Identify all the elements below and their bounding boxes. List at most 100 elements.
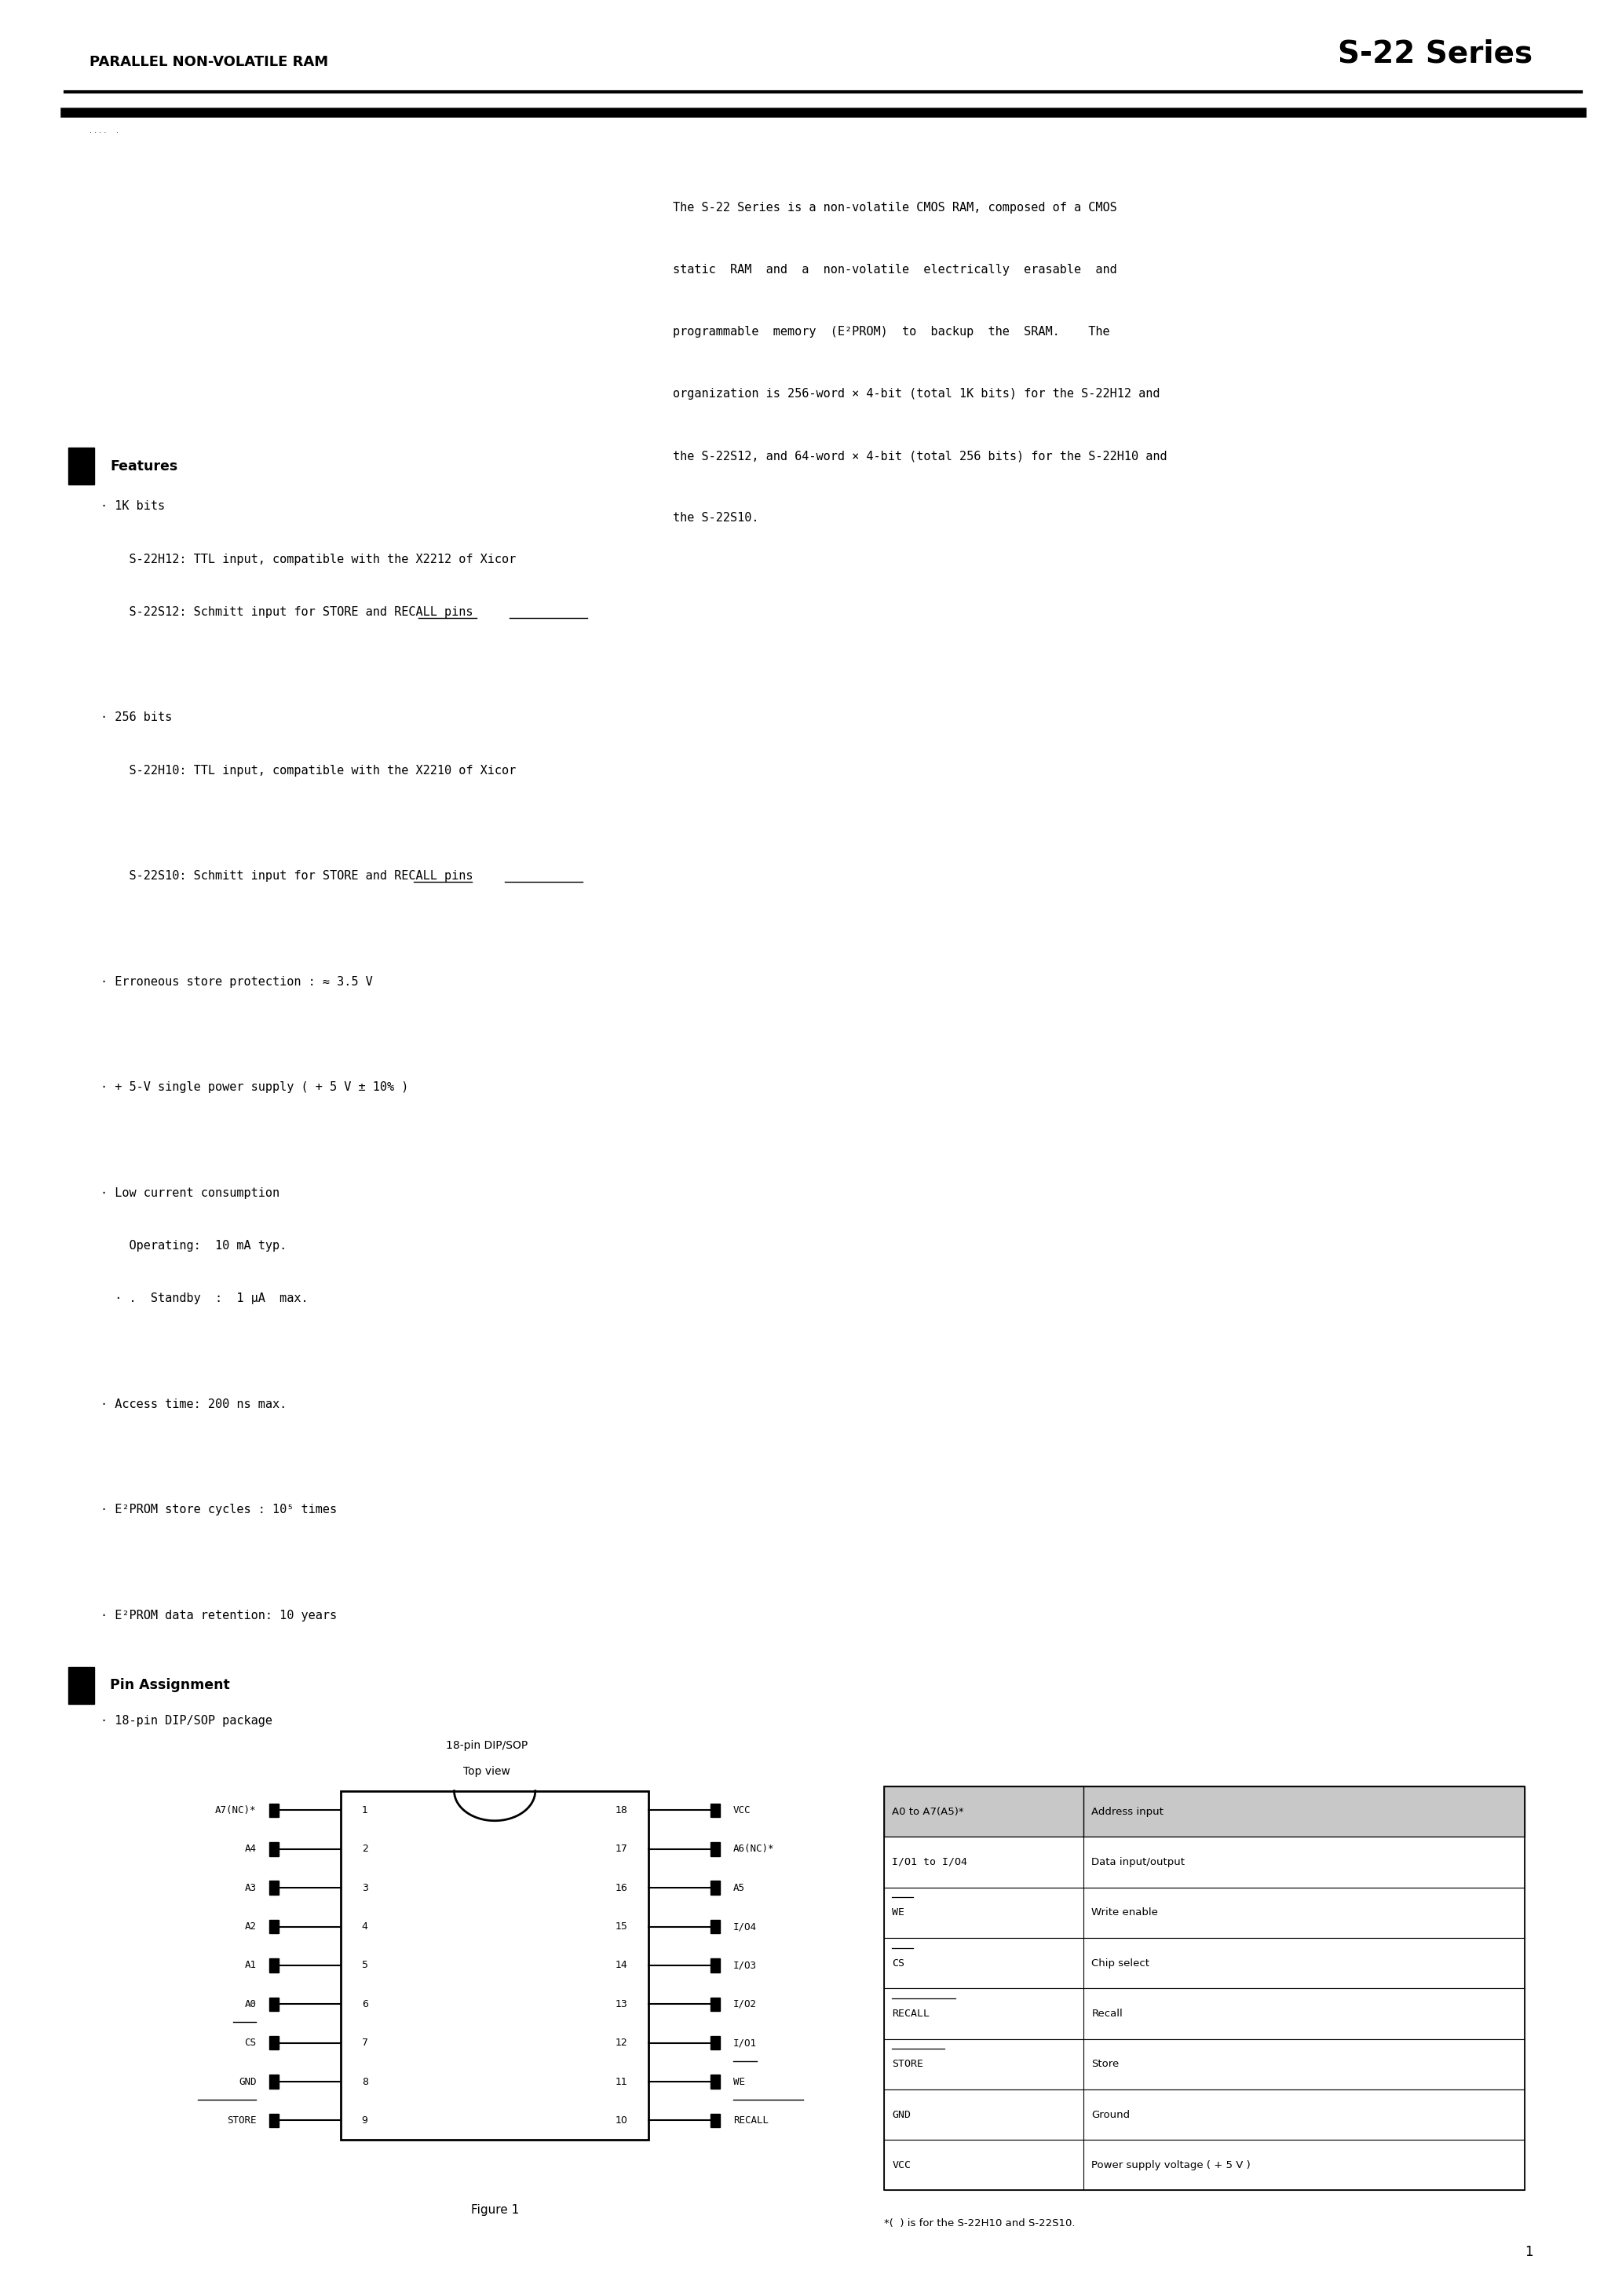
Text: the S-22S12, and 64-word × 4-bit (total 256 bits) for the S-22H10 and: the S-22S12, and 64-word × 4-bit (total … bbox=[673, 450, 1168, 461]
Text: 2: 2 bbox=[362, 1844, 368, 1855]
Bar bbox=[884, 2039, 1525, 2089]
Text: CS: CS bbox=[245, 2039, 256, 2048]
Text: · Access time: 200 ns max.: · Access time: 200 ns max. bbox=[101, 1398, 287, 1410]
Text: S-22H10: TTL input, compatible with the X2210 of Xicor: S-22H10: TTL input, compatible with the … bbox=[101, 765, 516, 776]
Text: · E²PROM data retention: 10 years: · E²PROM data retention: 10 years bbox=[101, 1609, 337, 1621]
Text: VCC: VCC bbox=[892, 2161, 912, 2170]
Bar bbox=[269, 1880, 279, 1894]
Text: 14: 14 bbox=[615, 1961, 628, 1970]
Text: · 18-pin DIP/SOP package: · 18-pin DIP/SOP package bbox=[101, 1715, 272, 1727]
Text: · 256 bits: · 256 bits bbox=[101, 712, 172, 723]
Text: A6(NC)*: A6(NC)* bbox=[733, 1844, 774, 1855]
Text: · + 5-V single power supply ( + 5 V ± 10% ): · + 5-V single power supply ( + 5 V ± 10… bbox=[101, 1081, 409, 1093]
Text: static  RAM  and  a  non-volatile  electrically  erasable  and: static RAM and a non-volatile electrical… bbox=[673, 264, 1118, 276]
Bar bbox=[269, 2076, 279, 2089]
Text: the S-22S10.: the S-22S10. bbox=[673, 512, 759, 523]
Text: Operating:  10 mA typ.: Operating: 10 mA typ. bbox=[101, 1240, 287, 1251]
Text: Address input: Address input bbox=[1092, 1807, 1163, 1816]
Text: Write enable: Write enable bbox=[1092, 1908, 1158, 1917]
Text: · 1K bits: · 1K bits bbox=[101, 501, 165, 512]
Text: Top view: Top view bbox=[464, 1766, 509, 1777]
Bar bbox=[341, 1791, 649, 2140]
Bar bbox=[884, 2089, 1525, 2140]
Text: 7: 7 bbox=[362, 2039, 368, 2048]
Text: 1: 1 bbox=[1525, 2245, 1533, 2259]
Text: 15: 15 bbox=[615, 1922, 628, 1931]
Text: 3: 3 bbox=[362, 1883, 368, 1892]
Bar bbox=[884, 1988, 1525, 2039]
Text: S-22S10: Schmitt input for STORE and RECALL pins: S-22S10: Schmitt input for STORE and REC… bbox=[101, 870, 474, 882]
Bar bbox=[269, 1841, 279, 1855]
Text: 16: 16 bbox=[615, 1883, 628, 1892]
Bar bbox=[710, 2115, 720, 2128]
Bar bbox=[269, 1802, 279, 1816]
Text: organization is 256-word × 4-bit (total 1K bits) for the S-22H12 and: organization is 256-word × 4-bit (total … bbox=[673, 388, 1160, 400]
Text: VCC: VCC bbox=[733, 1805, 751, 1816]
Bar bbox=[710, 1841, 720, 1855]
Text: Data input/output: Data input/output bbox=[1092, 1857, 1186, 1867]
Text: I/O4: I/O4 bbox=[733, 1922, 757, 1931]
Text: Features: Features bbox=[110, 459, 178, 473]
Text: S-22 Series: S-22 Series bbox=[1338, 39, 1533, 69]
Text: WE: WE bbox=[733, 2076, 744, 2087]
Bar bbox=[269, 1998, 279, 2011]
Bar bbox=[710, 1958, 720, 1972]
Text: I/O1: I/O1 bbox=[733, 2039, 757, 2048]
Text: 5: 5 bbox=[362, 1961, 368, 1970]
Text: A2: A2 bbox=[245, 1922, 256, 1931]
Text: A7(NC)*: A7(NC)* bbox=[216, 1805, 256, 1816]
Text: · E²PROM store cycles : 10⁵ times: · E²PROM store cycles : 10⁵ times bbox=[101, 1504, 337, 1515]
Text: S-22S12: Schmitt input for STORE and RECALL pins: S-22S12: Schmitt input for STORE and REC… bbox=[101, 606, 474, 618]
Text: RECALL: RECALL bbox=[892, 2009, 929, 2018]
Text: *(  ) is for the S-22H10 and S-22S10.: *( ) is for the S-22H10 and S-22S10. bbox=[884, 2218, 1075, 2227]
Text: Figure 1: Figure 1 bbox=[470, 2204, 519, 2216]
Text: GND: GND bbox=[238, 2076, 256, 2087]
Text: Recall: Recall bbox=[1092, 2009, 1122, 2018]
Bar bbox=[710, 2037, 720, 2050]
Text: STORE: STORE bbox=[892, 2060, 923, 2069]
Bar bbox=[269, 1958, 279, 1972]
Bar bbox=[710, 1919, 720, 1933]
Bar bbox=[884, 1938, 1525, 1988]
Text: 6: 6 bbox=[362, 2000, 368, 2009]
Text: Chip select: Chip select bbox=[1092, 1958, 1150, 1968]
Text: I/O2: I/O2 bbox=[733, 2000, 757, 2009]
Text: The S-22 Series is a non-volatile CMOS RAM, composed of a CMOS: The S-22 Series is a non-volatile CMOS R… bbox=[673, 202, 1118, 214]
Text: programmable  memory  (E²PROM)  to  backup  the  SRAM.    The: programmable memory (E²PROM) to backup t… bbox=[673, 326, 1109, 338]
Text: Power supply voltage ( + 5 V ): Power supply voltage ( + 5 V ) bbox=[1092, 2161, 1251, 2170]
Text: 13: 13 bbox=[615, 2000, 628, 2009]
Text: S-22H12: TTL input, compatible with the X2212 of Xicor: S-22H12: TTL input, compatible with the … bbox=[101, 553, 516, 565]
Text: I/O1 to I/O4: I/O1 to I/O4 bbox=[892, 1857, 967, 1867]
Text: 12: 12 bbox=[615, 2039, 628, 2048]
Text: WE: WE bbox=[892, 1908, 905, 1917]
Text: 18-pin DIP/SOP: 18-pin DIP/SOP bbox=[446, 1740, 527, 1752]
Text: GND: GND bbox=[892, 2110, 912, 2119]
Text: 11: 11 bbox=[615, 2076, 628, 2087]
Bar bbox=[884, 1786, 1525, 1837]
Text: A3: A3 bbox=[245, 1883, 256, 1892]
Bar bbox=[884, 1837, 1525, 1887]
Bar bbox=[269, 2037, 279, 2050]
Bar bbox=[884, 2140, 1525, 2190]
Bar bbox=[884, 1887, 1525, 1938]
Text: A5: A5 bbox=[733, 1883, 744, 1892]
Bar bbox=[710, 1998, 720, 2011]
Text: 17: 17 bbox=[615, 1844, 628, 1855]
Text: 1: 1 bbox=[362, 1805, 368, 1816]
Text: · Erroneous store protection : ≈ 3.5 V: · Erroneous store protection : ≈ 3.5 V bbox=[101, 976, 373, 987]
Text: A0 to A7(A5)*: A0 to A7(A5)* bbox=[892, 1807, 963, 1816]
Text: A1: A1 bbox=[245, 1961, 256, 1970]
Text: 10: 10 bbox=[615, 2115, 628, 2126]
Bar bbox=[710, 1802, 720, 1816]
Text: · Low current consumption: · Low current consumption bbox=[101, 1187, 279, 1199]
Bar bbox=[710, 1880, 720, 1894]
Text: STORE: STORE bbox=[227, 2115, 256, 2126]
Text: CS: CS bbox=[892, 1958, 905, 1968]
Bar bbox=[269, 2115, 279, 2128]
Text: I/O3: I/O3 bbox=[733, 1961, 757, 1970]
Text: A0: A0 bbox=[245, 2000, 256, 2009]
Text: RECALL: RECALL bbox=[733, 2115, 769, 2126]
Bar bbox=[68, 1667, 94, 1704]
Text: Store: Store bbox=[1092, 2060, 1119, 2069]
Text: 18: 18 bbox=[615, 1805, 628, 1816]
